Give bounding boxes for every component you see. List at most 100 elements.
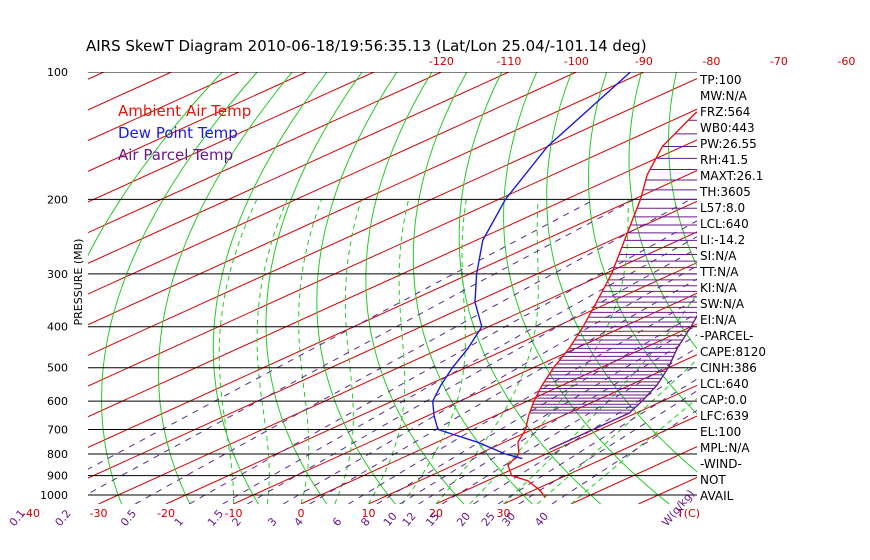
top-temp-tick-label: -70: [770, 55, 788, 68]
mixing-ratio-line: [309, 278, 697, 504]
mixing-ratio-line: [518, 390, 697, 504]
top-temp-tick-label: -110: [496, 55, 521, 68]
mixing-ratio-tick-label: 25: [479, 510, 498, 529]
stability-index: LCL:640: [700, 377, 749, 391]
legend: Ambient Air Temp Dew Point Temp Air Parcel…: [118, 102, 251, 164]
isotherm-line: [88, 77, 697, 356]
pressure-tick-label: 600: [47, 395, 68, 408]
top-temp-tick-label: -80: [702, 55, 720, 68]
isotherm-line: [165, 262, 697, 504]
legend-entry: Dew Point Temp: [118, 124, 238, 142]
stability-index: L57:8.0: [700, 201, 745, 215]
mixing-ratio-tick-label: 40: [532, 510, 551, 529]
moist-adiabat-line: [503, 292, 697, 504]
stability-index: MAXT:26.1: [700, 169, 763, 183]
pressure-tick-label: 500: [47, 362, 68, 375]
moist-adiabat-line: [368, 199, 410, 504]
isotherm-line: [88, 72, 510, 264]
stability-index: TP:100: [699, 73, 742, 87]
bottom-temp-tick-label: 30: [497, 507, 511, 520]
bottom-temp-tick-label: 10: [362, 507, 376, 520]
stability-index: SI:N/A: [700, 249, 737, 263]
dry-adiabat-line: [546, 72, 697, 473]
pressure-axis-label: PRESSURE (MB): [72, 239, 85, 326]
stability-index: LCL:640: [700, 217, 749, 231]
dry-adiabat-line: [458, 72, 602, 504]
stability-index: KI:N/A: [700, 281, 737, 295]
mixing-ratio-line: [88, 198, 596, 470]
pressure-tick-label: 800: [47, 448, 68, 461]
mixing-ratio-line: [399, 324, 697, 504]
mixing-ratio-tick-label: 1.5: [205, 507, 226, 529]
isotherm-line: [88, 139, 697, 418]
isotherm-line: [88, 170, 697, 448]
isotherm-line: [0, 72, 36, 504]
stability-index: PW:26.55: [700, 137, 757, 151]
dry-adiabat-line: [667, 72, 697, 268]
mixing-ratio-line: [135, 198, 691, 504]
mixing-ratio-tick-label: 20: [454, 510, 473, 529]
pressure-tick-label: 700: [47, 424, 68, 437]
temp-axis-label: T(C): [676, 507, 700, 520]
bottom-temp-tick-label: -40: [22, 507, 40, 520]
isotherm-line: [88, 72, 105, 80]
stability-index: CINH:386: [700, 361, 757, 375]
moist-adiabat-line: [218, 199, 258, 504]
dry-adiabat-line: [587, 72, 697, 415]
stability-index: MPL:N/A: [700, 441, 750, 455]
mixing-ratio-tick-label: 10: [381, 510, 400, 529]
stability-indices: TP:100 MW:N/A FRZ:564 WB0:443 PW:26.55 RH:41.…: [699, 73, 766, 503]
dry-adiabat-line: [781, 72, 870, 504]
bottom-temp-tick-label: -30: [90, 507, 108, 520]
moist-adiabat-line: [334, 199, 362, 504]
stability-index: EL:100: [700, 425, 741, 439]
isotherm-line: [503, 415, 697, 504]
stability-index: RH:41.5: [700, 153, 748, 167]
top-temp-tick-label: -100: [564, 55, 589, 68]
isotherm-line: [300, 323, 697, 504]
pressure-tick-label: 1000: [40, 489, 68, 502]
moist-adiabat-line: [536, 359, 697, 504]
dew-point-temp-line: [431, 72, 631, 460]
mixing-ratio-line: [418, 334, 697, 504]
dry-adiabat-line: [101, 72, 258, 504]
stability-index: SW:N/A: [700, 297, 745, 311]
dry-adiabat-line: [365, 72, 465, 504]
isotherm-line: [233, 292, 697, 504]
dry-adiabat-line: [88, 72, 223, 257]
mixing-ratio-tick-label: 0.2: [53, 507, 74, 529]
bottom-temp-tick-label: 0: [298, 507, 305, 520]
stability-index: FRZ:564: [700, 105, 750, 119]
stability-index: MW:N/A: [700, 89, 748, 103]
stability-index: CAP:0.0: [700, 393, 747, 407]
isotherm-line: [88, 72, 645, 326]
chart-title: AIRS SkewT Diagram 2010-06-18/19:56:35.1…: [86, 37, 647, 55]
mixing-ratio-line: [189, 220, 697, 504]
mixing-ratio-line: [88, 198, 635, 495]
dry-adiabat-line: [851, 72, 870, 504]
stability-index: WB0:443: [700, 121, 755, 135]
isotherm-line: [88, 200, 697, 479]
legend-entry: Air Parcel Temp: [118, 146, 233, 164]
top-temp-tick-label: -60: [837, 55, 855, 68]
stability-index: TT:N/A: [699, 265, 739, 279]
top-temp-tick-label: -90: [635, 55, 653, 68]
pressure-tick-label: 900: [47, 470, 68, 483]
mixing-ratio-tick-label: 6: [330, 515, 344, 529]
dry-adiabat-line: [628, 72, 697, 350]
mixing-ratio-line: [283, 265, 697, 504]
moist-adiabat-line: [401, 199, 467, 504]
isotherm-line: [368, 354, 697, 504]
series-layer: [431, 72, 697, 498]
dry-adiabat-line: [412, 72, 533, 504]
mixing-ratio-line: [247, 247, 697, 504]
mixing-ratio-line: [222, 236, 697, 504]
bottom-temp-tick-label: 20: [429, 507, 443, 520]
isotherm-line: [98, 231, 697, 504]
stability-index: AVAIL: [700, 489, 734, 503]
moist-adiabat-line: [570, 398, 697, 504]
pressure-tick-label: 200: [47, 193, 68, 206]
mixing-ratio-line: [348, 298, 697, 504]
moist-adiabat-line: [435, 199, 539, 504]
isotherm-line: [88, 72, 307, 172]
